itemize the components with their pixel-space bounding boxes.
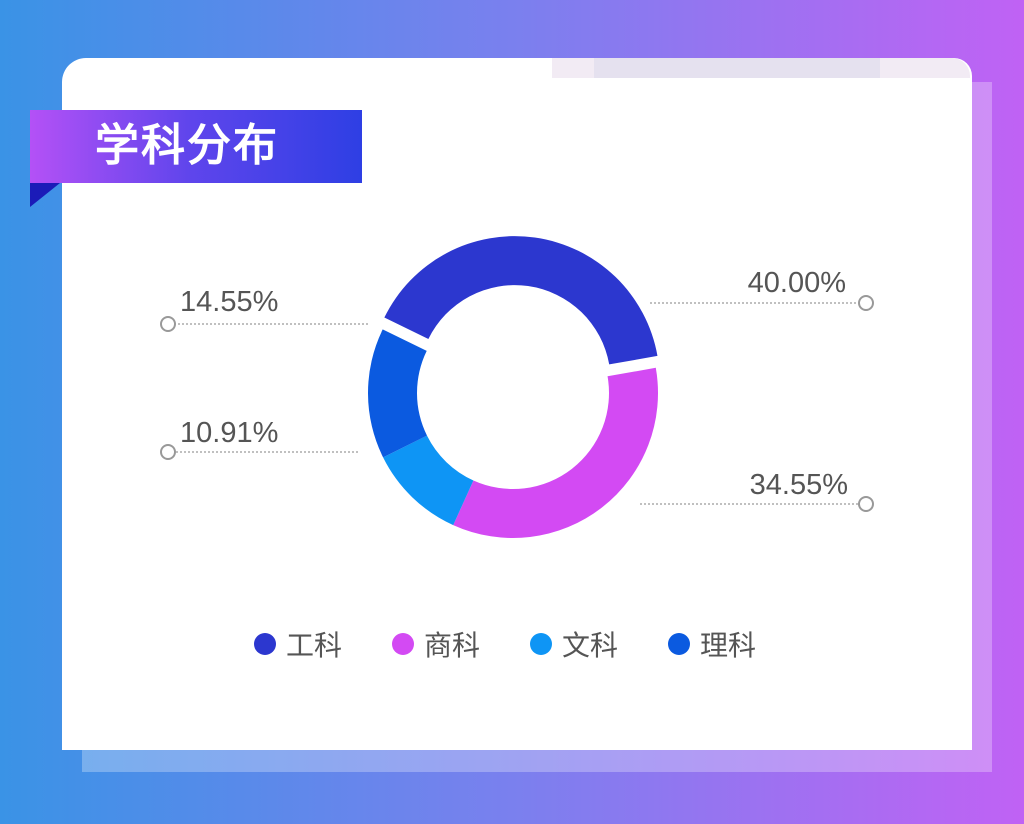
- legend-item-liberal-arts: 文科: [530, 624, 618, 664]
- legend-dot-icon: [530, 633, 553, 655]
- legend-dot-icon: [392, 633, 415, 655]
- donut-slice-3: [383, 435, 474, 526]
- chart-legend: 工科 商科 文科 理科: [254, 624, 806, 664]
- callout-circle-icon: [160, 316, 176, 332]
- legend-dot-icon: [254, 633, 276, 655]
- callout-circle-icon: [160, 444, 176, 460]
- callout-circle-icon: [858, 496, 874, 512]
- legend-dot-icon: [668, 633, 691, 655]
- data-label: 34.55%: [750, 469, 848, 501]
- legend-item-science: 理科: [668, 624, 756, 664]
- data-label: 10.91%: [180, 417, 278, 449]
- donut-slice-1: [384, 236, 658, 365]
- callout-circle-icon: [858, 295, 874, 311]
- legend-label: 商科: [424, 629, 481, 662]
- data-label: 14.55%: [180, 286, 278, 318]
- legend-item-business: 商科: [392, 624, 480, 664]
- card-top-tab-inner: [594, 58, 880, 78]
- legend-item-engineering: 工科: [254, 624, 342, 664]
- donut-slice-2: [453, 367, 658, 538]
- donut-slice-4: [368, 329, 427, 458]
- data-label: 40.00%: [748, 267, 846, 299]
- title-banner: [30, 110, 362, 183]
- legend-label: 文科: [562, 629, 619, 662]
- legend-label: 工科: [286, 629, 343, 662]
- page-title: 学科分布: [95, 120, 279, 171]
- legend-label: 理科: [700, 629, 757, 662]
- title-banner-fold: [30, 183, 60, 207]
